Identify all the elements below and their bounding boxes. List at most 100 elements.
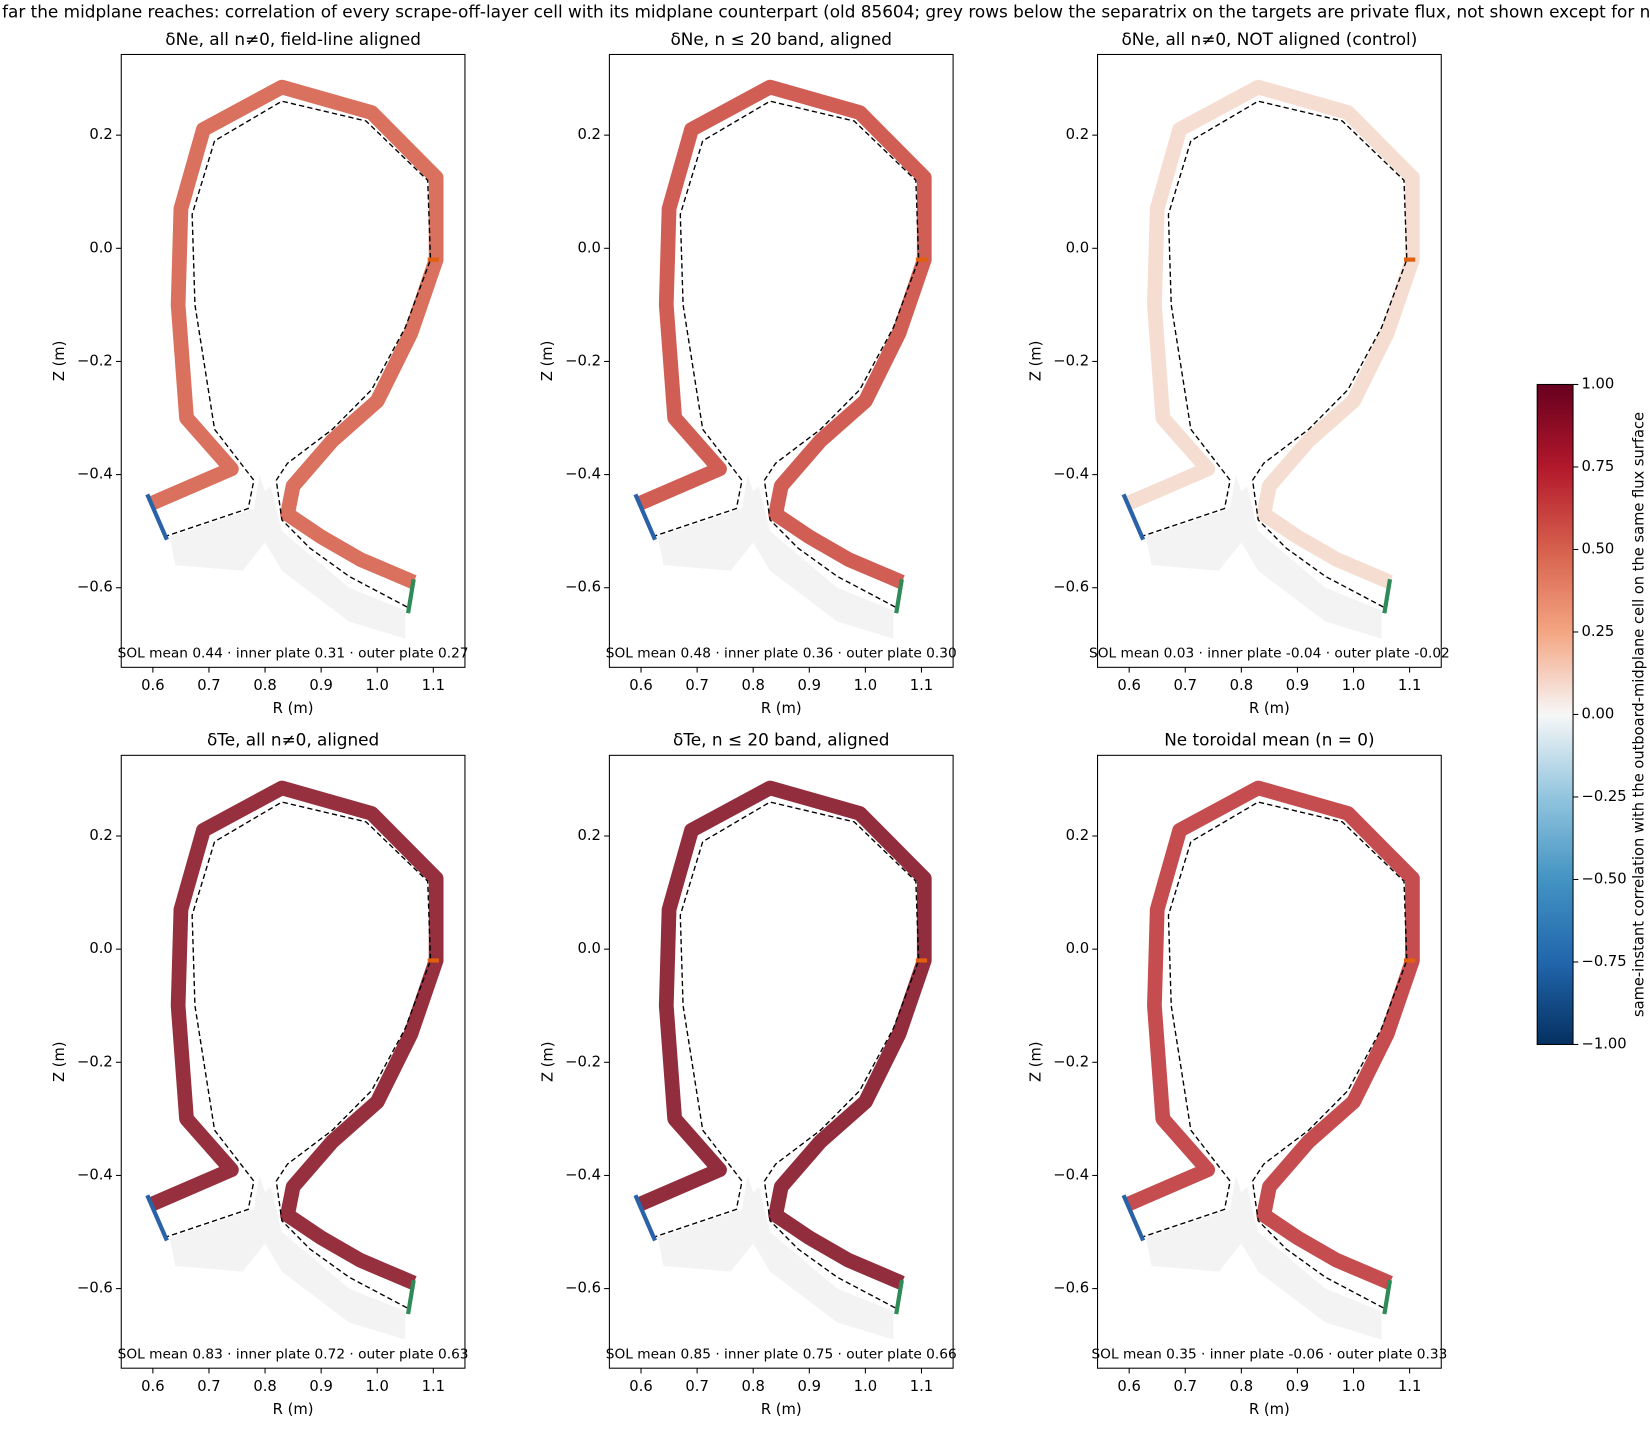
y-tick-label: 0.0 bbox=[89, 239, 112, 256]
y-tick-label: 0.2 bbox=[577, 126, 600, 143]
outer-target bbox=[1382, 1279, 1393, 1315]
sol-band bbox=[638, 79, 932, 589]
colorbar-tick-label: 0.00 bbox=[1581, 706, 1614, 723]
panel-title: δTe, all n≠0, aligned bbox=[207, 730, 379, 750]
x-tick-label: 1.0 bbox=[1342, 677, 1365, 694]
x-tick-label: 1.0 bbox=[854, 1378, 877, 1395]
sol-band bbox=[638, 780, 932, 1290]
y-tick-label: −0.4 bbox=[1053, 466, 1089, 483]
inner-target bbox=[1121, 493, 1146, 541]
x-axis-label: R (m) bbox=[273, 700, 314, 717]
x-tick-label: 0.7 bbox=[1174, 1378, 1197, 1395]
outer-target bbox=[894, 1279, 904, 1315]
y-tick-label: −0.6 bbox=[565, 579, 601, 596]
y-tick-label: 0.0 bbox=[577, 940, 600, 957]
x-tick-label: 0.7 bbox=[685, 1378, 708, 1395]
separatrix bbox=[652, 801, 920, 1309]
x-tick-label: 0.8 bbox=[253, 677, 276, 694]
axes-frame bbox=[120, 53, 466, 668]
annotation: SOL mean 0.85 · inner plate 0.75 · outer… bbox=[606, 1347, 957, 1363]
x-tick-label: 1.1 bbox=[910, 1378, 933, 1395]
colorbar-tick-label: 0.50 bbox=[1581, 541, 1614, 558]
figure-title: far the midplane reaches: correlation of… bbox=[2, 2, 1650, 22]
x-tick-label: 1.0 bbox=[365, 1378, 388, 1395]
colorbar-tick-label: 1.00 bbox=[1581, 376, 1614, 393]
colorbar-label: same-instant correlation with the outboa… bbox=[1630, 412, 1647, 1017]
y-tick-label: −0.6 bbox=[77, 579, 113, 596]
inner-target bbox=[633, 493, 657, 541]
x-axis-label: R (m) bbox=[1249, 1401, 1290, 1418]
sol-band bbox=[149, 780, 444, 1290]
y-tick-label: 0.0 bbox=[577, 239, 600, 256]
y-tick-label: −0.4 bbox=[77, 1166, 113, 1183]
private-flux bbox=[657, 1175, 894, 1340]
axes-frame bbox=[608, 754, 954, 1369]
annotation: SOL mean 0.83 · inner plate 0.72 · outer… bbox=[118, 1347, 469, 1363]
private-flux bbox=[169, 1175, 406, 1340]
x-tick-label: 0.6 bbox=[141, 677, 164, 694]
x-tick-label: 1.0 bbox=[854, 677, 877, 694]
annotation: SOL mean 0.03 · inner plate -0.04 · oute… bbox=[1089, 646, 1450, 662]
x-tick-label: 0.8 bbox=[741, 1378, 764, 1395]
y-tick-label: −0.6 bbox=[1053, 579, 1089, 596]
y-tick-label: 0.0 bbox=[1066, 940, 1089, 957]
y-tick-label: −0.6 bbox=[565, 1280, 601, 1297]
y-tick-label: 0.2 bbox=[89, 126, 112, 143]
annotation: SOL mean 0.48 · inner plate 0.36 · outer… bbox=[606, 646, 957, 662]
x-tick-label: 0.6 bbox=[1117, 677, 1140, 694]
x-tick-label: 0.9 bbox=[798, 677, 821, 694]
y-tick-label: −0.4 bbox=[77, 466, 113, 483]
annotation: SOL mean 0.44 · inner plate 0.31 · outer… bbox=[118, 646, 469, 662]
colorbar-tick-label: 0.75 bbox=[1581, 458, 1614, 475]
axes-frame bbox=[1097, 754, 1442, 1369]
y-tick-label: 0.0 bbox=[1066, 239, 1089, 256]
sol-band bbox=[149, 79, 444, 589]
axes-frame bbox=[1097, 53, 1442, 668]
x-tick-label: 0.6 bbox=[1117, 1378, 1140, 1395]
y-axis-label: Z (m) bbox=[539, 341, 556, 381]
y-tick-label: 0.2 bbox=[1066, 827, 1089, 844]
private-flux bbox=[1145, 1175, 1382, 1340]
x-tick-label: 0.6 bbox=[629, 677, 652, 694]
x-tick-label: 1.1 bbox=[1398, 1378, 1421, 1395]
x-tick-label: 1.1 bbox=[422, 1378, 445, 1395]
x-tick-label: 0.9 bbox=[1286, 1378, 1309, 1395]
x-tick-label: 0.9 bbox=[1286, 677, 1309, 694]
y-tick-label: −0.4 bbox=[565, 466, 601, 483]
inner-target bbox=[145, 1194, 169, 1242]
y-axis-label: Z (m) bbox=[1027, 1042, 1044, 1082]
y-axis-label: Z (m) bbox=[539, 1042, 556, 1082]
axes-frame bbox=[120, 754, 466, 1369]
x-axis-label: R (m) bbox=[1249, 700, 1290, 717]
colorbar-tick-label: −0.50 bbox=[1581, 871, 1626, 888]
colorbar-tick-label: 0.25 bbox=[1581, 623, 1614, 640]
colorbar bbox=[1536, 383, 1574, 1045]
x-tick-label: 0.7 bbox=[1174, 677, 1197, 694]
private-flux bbox=[1145, 474, 1382, 639]
inner-target bbox=[1121, 1194, 1146, 1242]
inner-target bbox=[145, 493, 169, 541]
panel-title: δNe, all n≠0, field-line aligned bbox=[165, 29, 421, 49]
y-tick-label: 0.0 bbox=[89, 940, 112, 957]
y-tick-label: −0.2 bbox=[565, 1053, 601, 1070]
colorbar-tick-label: −1.00 bbox=[1581, 1036, 1626, 1053]
panel-title: δTe, n ≤ 20 band, aligned bbox=[673, 730, 889, 750]
annotation: SOL mean 0.35 · inner plate -0.06 · oute… bbox=[1091, 1347, 1447, 1363]
sol-band bbox=[1126, 780, 1420, 1290]
x-tick-label: 0.6 bbox=[629, 1378, 652, 1395]
y-tick-label: 0.2 bbox=[89, 827, 112, 844]
y-tick-label: 0.2 bbox=[1066, 126, 1089, 143]
colorbar-tick-label: −0.75 bbox=[1581, 953, 1626, 970]
outer-target bbox=[894, 578, 904, 614]
x-tick-label: 0.7 bbox=[685, 677, 708, 694]
y-tick-label: −0.2 bbox=[1053, 352, 1089, 369]
y-tick-label: −0.2 bbox=[77, 352, 113, 369]
private-flux bbox=[169, 474, 406, 639]
x-tick-label: 0.8 bbox=[253, 1378, 276, 1395]
separatrix bbox=[1140, 801, 1408, 1309]
y-tick-label: −0.6 bbox=[77, 1280, 113, 1297]
y-tick-label: 0.2 bbox=[577, 827, 600, 844]
outer-target bbox=[405, 1279, 416, 1315]
x-tick-label: 0.9 bbox=[309, 1378, 332, 1395]
